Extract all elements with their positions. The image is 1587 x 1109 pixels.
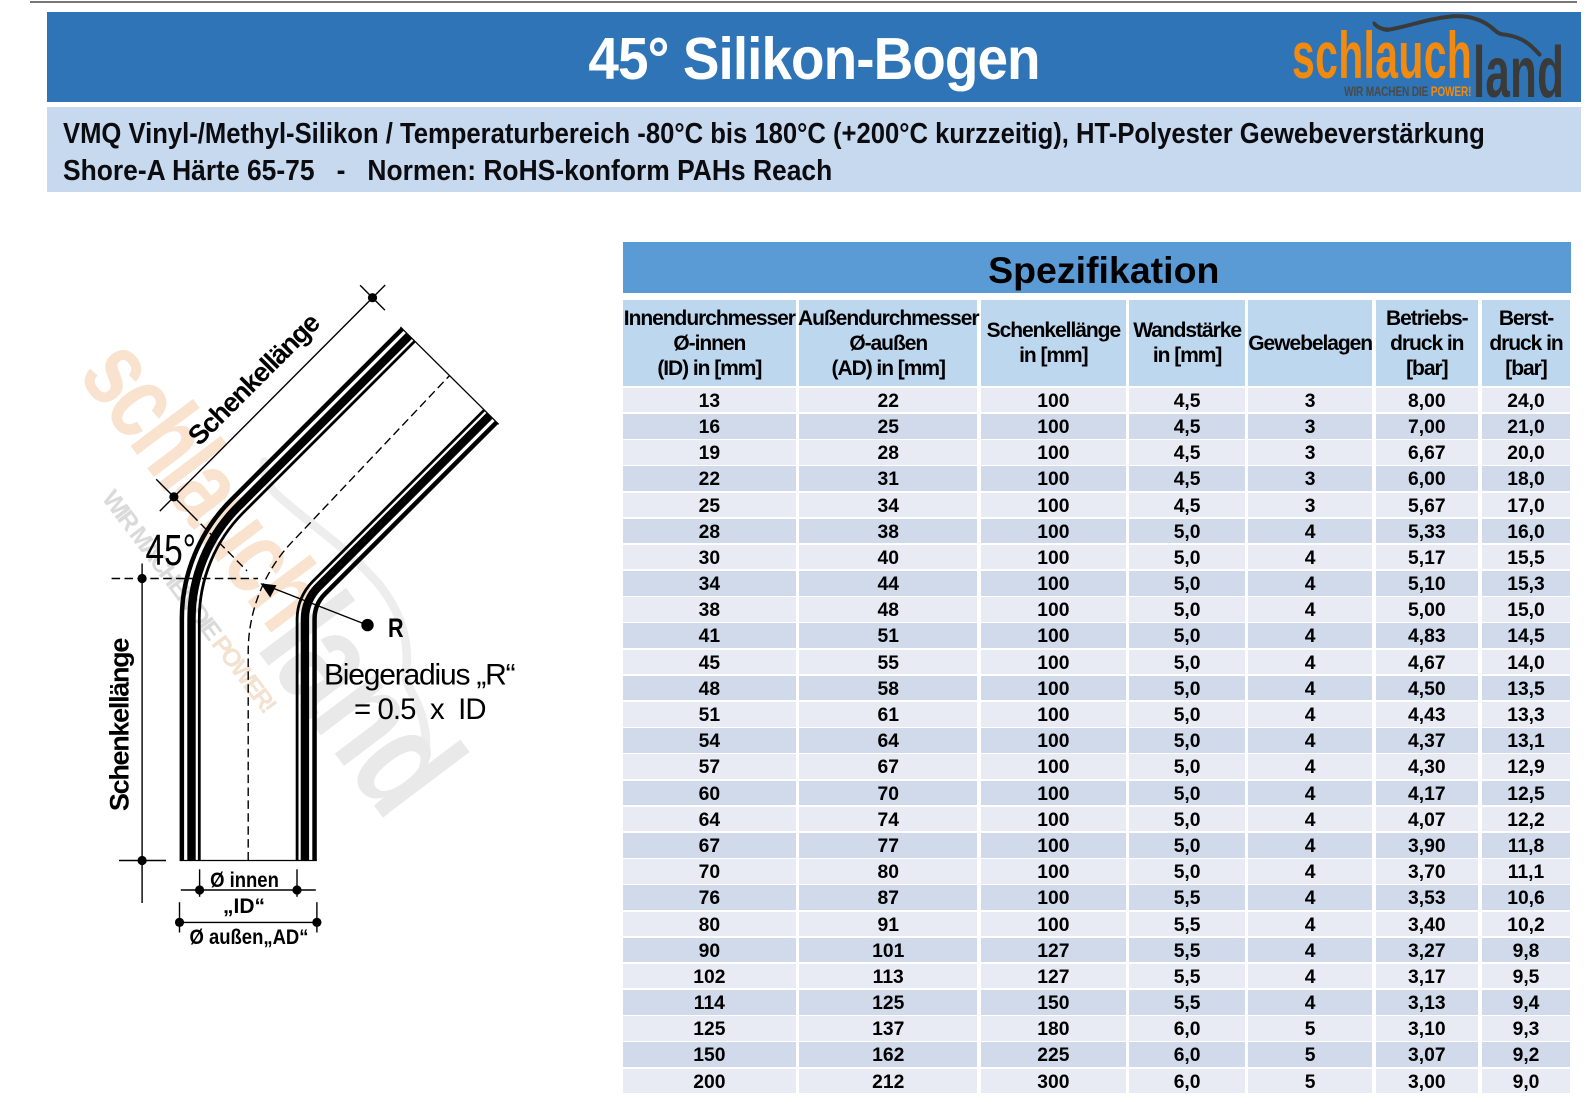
svg-text:„ID“: „ID“	[223, 895, 265, 918]
svg-text:Schenkellänge: Schenkellänge	[105, 638, 135, 811]
svg-text:WIR MACHEN DIE POWER!: WIR MACHEN DIE POWER!	[1344, 84, 1472, 100]
svg-text:land: land	[1473, 32, 1564, 105]
svg-text:Ø innen: Ø innen	[210, 869, 279, 892]
svg-text:= 0.5 x ID: = 0.5 x ID	[354, 693, 486, 726]
svg-text:Ø außen„AD“: Ø außen„AD“	[189, 926, 308, 949]
svg-text:45°: 45°	[146, 527, 197, 575]
svg-text:R: R	[388, 614, 404, 644]
svg-text:schlauch: schlauch	[1292, 18, 1472, 93]
svg-text:Biegeradius „R“: Biegeradius „R“	[324, 659, 515, 692]
